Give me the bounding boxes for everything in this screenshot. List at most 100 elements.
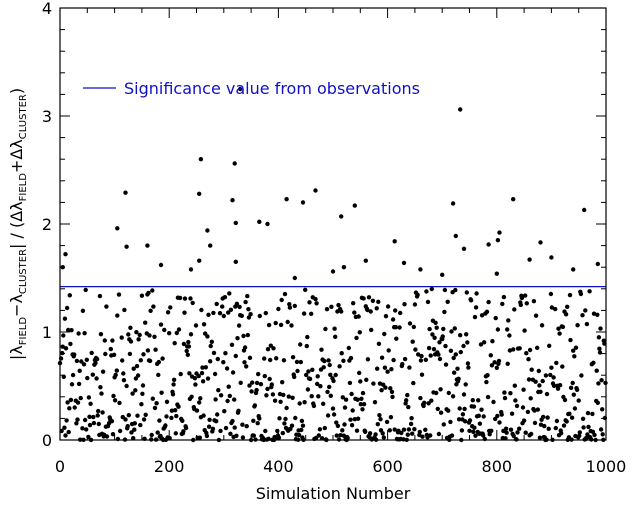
data-point bbox=[543, 373, 549, 378]
data-point bbox=[402, 302, 407, 307]
data-point bbox=[123, 190, 128, 195]
data-point bbox=[96, 408, 101, 414]
data-point bbox=[119, 335, 124, 340]
data-point bbox=[540, 378, 545, 384]
data-point bbox=[538, 240, 543, 245]
data-point bbox=[352, 310, 357, 315]
data-point bbox=[391, 357, 396, 363]
data-point bbox=[290, 355, 296, 360]
data-point bbox=[68, 341, 73, 347]
data-point bbox=[560, 324, 566, 330]
data-point bbox=[112, 398, 118, 403]
data-point bbox=[526, 377, 532, 382]
data-point bbox=[67, 406, 72, 411]
data-point bbox=[485, 394, 491, 400]
data-point bbox=[486, 299, 491, 305]
data-point bbox=[277, 416, 282, 421]
data-point bbox=[189, 394, 194, 399]
data-point bbox=[316, 433, 321, 438]
data-point bbox=[460, 412, 466, 417]
data-point bbox=[532, 408, 537, 413]
data-point bbox=[230, 198, 235, 203]
data-point bbox=[220, 304, 225, 309]
data-point bbox=[492, 360, 497, 365]
data-point bbox=[424, 289, 429, 294]
data-point bbox=[132, 427, 137, 432]
data-point bbox=[423, 357, 428, 362]
data-point bbox=[182, 296, 188, 301]
data-point bbox=[174, 330, 179, 336]
data-point bbox=[569, 415, 575, 420]
data-point bbox=[245, 293, 250, 299]
data-point bbox=[434, 390, 439, 396]
data-point bbox=[292, 303, 297, 309]
data-point bbox=[488, 353, 493, 358]
tick-labels-layer: 0 200 400 600 800 1000 0 1 2 3 4 bbox=[42, 0, 627, 476]
data-point bbox=[201, 322, 207, 327]
data-point bbox=[237, 304, 242, 310]
data-point bbox=[239, 313, 244, 318]
data-point bbox=[453, 233, 458, 239]
data-point bbox=[300, 423, 306, 428]
data-point bbox=[284, 405, 289, 411]
data-point bbox=[331, 412, 337, 417]
data-point bbox=[265, 386, 270, 392]
data-point bbox=[521, 418, 527, 423]
data-point bbox=[505, 361, 510, 366]
data-point bbox=[81, 362, 87, 367]
data-point bbox=[125, 424, 130, 429]
data-point bbox=[503, 426, 509, 431]
data-point bbox=[159, 390, 164, 395]
data-point bbox=[154, 401, 159, 406]
data-point bbox=[507, 348, 513, 353]
data-point bbox=[368, 309, 373, 314]
data-point bbox=[548, 372, 553, 378]
data-point bbox=[520, 405, 526, 410]
data-point bbox=[121, 371, 126, 376]
data-point bbox=[382, 365, 388, 370]
data-point bbox=[401, 427, 407, 432]
data-point bbox=[121, 378, 127, 383]
data-point bbox=[517, 346, 522, 351]
data-point bbox=[75, 400, 81, 405]
data-point bbox=[495, 238, 501, 243]
data-point bbox=[387, 428, 392, 433]
data-point bbox=[549, 365, 554, 370]
data-point bbox=[484, 309, 490, 314]
data-point bbox=[250, 380, 255, 385]
data-point bbox=[382, 331, 387, 337]
data-point bbox=[233, 220, 238, 226]
data-point bbox=[549, 305, 555, 310]
data-point bbox=[62, 425, 67, 430]
data-point bbox=[176, 327, 182, 332]
data-point bbox=[236, 323, 242, 328]
data-point bbox=[217, 311, 223, 316]
data-point bbox=[393, 325, 398, 330]
data-point bbox=[526, 357, 531, 362]
data-point bbox=[568, 385, 574, 390]
data-point bbox=[528, 396, 533, 401]
data-point bbox=[377, 413, 382, 418]
data-point bbox=[193, 323, 199, 328]
data-point bbox=[371, 381, 376, 386]
data-point bbox=[309, 394, 314, 399]
data-point bbox=[499, 412, 504, 417]
data-point bbox=[232, 425, 237, 430]
data-point bbox=[230, 370, 236, 375]
data-point bbox=[129, 430, 134, 435]
data-point bbox=[568, 337, 573, 343]
data-point bbox=[310, 367, 315, 372]
data-point bbox=[352, 417, 357, 422]
data-point bbox=[594, 368, 599, 373]
data-point bbox=[547, 343, 552, 348]
data-point bbox=[325, 389, 330, 395]
data-point bbox=[511, 347, 516, 352]
data-point bbox=[442, 287, 448, 293]
data-point bbox=[514, 403, 520, 409]
data-point bbox=[348, 417, 353, 422]
data-point bbox=[405, 392, 410, 398]
data-point bbox=[211, 310, 216, 316]
data-point bbox=[233, 259, 238, 264]
data-point bbox=[341, 433, 347, 438]
data-point bbox=[361, 402, 367, 407]
